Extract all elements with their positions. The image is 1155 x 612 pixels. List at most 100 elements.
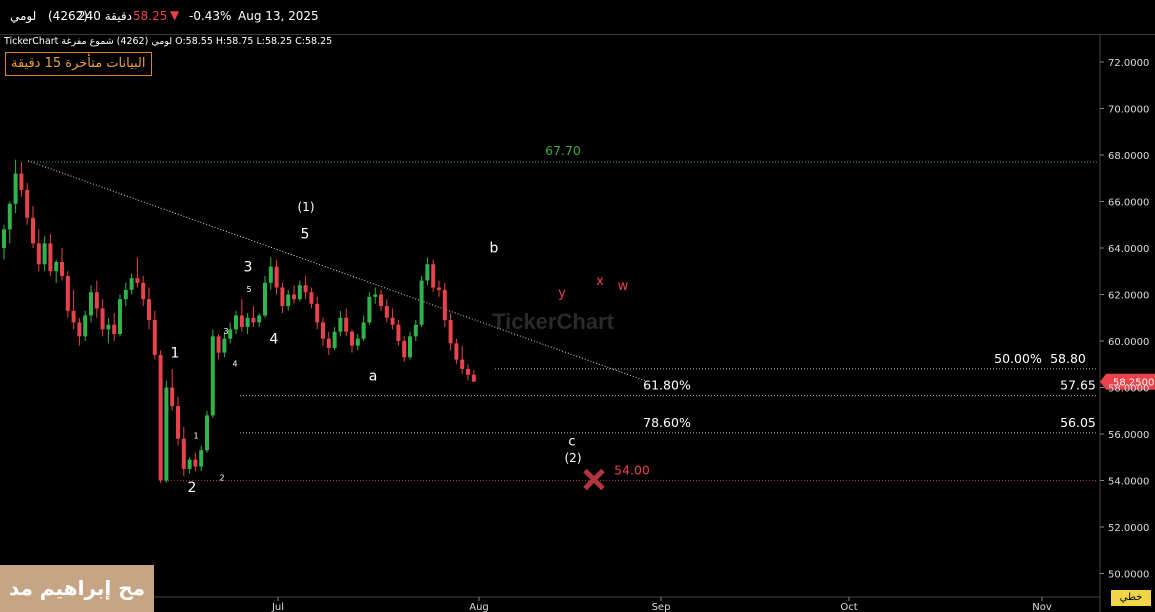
candle[interactable] [48, 234, 53, 276]
wave-label: 1 [193, 432, 198, 441]
candle[interactable] [83, 310, 88, 341]
candle-body [83, 315, 88, 337]
candle[interactable] [344, 308, 349, 337]
candle[interactable] [321, 317, 325, 346]
candle[interactable] [390, 308, 395, 330]
wave-label: 4 [232, 360, 237, 369]
candle[interactable] [205, 410, 209, 453]
candle[interactable] [54, 259, 59, 283]
candle[interactable] [402, 336, 407, 362]
candle-body [19, 173, 24, 190]
candle[interactable] [268, 257, 273, 290]
candle[interactable] [100, 299, 105, 337]
candle[interactable] [36, 229, 41, 272]
candle[interactable] [94, 280, 99, 318]
candle[interactable] [448, 313, 453, 351]
candle-body [25, 189, 30, 218]
candle-body [54, 261, 59, 272]
candle[interactable] [274, 259, 279, 295]
candle[interactable] [239, 299, 244, 332]
candle[interactable] [355, 334, 360, 351]
candle[interactable] [77, 317, 82, 346]
candle[interactable] [65, 271, 70, 318]
candle[interactable] [437, 280, 441, 297]
candle[interactable] [187, 457, 192, 474]
candle[interactable] [303, 275, 308, 300]
candle[interactable] [89, 285, 93, 323]
candle[interactable] [297, 280, 302, 302]
candle[interactable] [42, 236, 47, 272]
candle[interactable] [367, 292, 372, 325]
candle[interactable] [147, 287, 151, 330]
candle[interactable] [373, 287, 378, 304]
candle[interactable] [199, 445, 204, 472]
candle[interactable] [431, 259, 436, 293]
candle[interactable] [170, 368, 175, 411]
candle[interactable] [135, 257, 140, 288]
timeframe-label[interactable]: 240 دقيقة [78, 9, 132, 23]
candle[interactable] [361, 315, 366, 341]
candle[interactable] [60, 248, 64, 281]
candle[interactable] [257, 313, 262, 328]
candle[interactable] [466, 364, 470, 381]
candle[interactable] [71, 289, 76, 330]
y-tick-label: 68.0000 [1108, 151, 1149, 162]
candle[interactable] [164, 380, 169, 483]
candle[interactable] [193, 452, 198, 472]
candle[interactable] [210, 329, 215, 418]
candle-body [384, 306, 389, 318]
candle[interactable] [31, 206, 35, 248]
candle[interactable] [141, 275, 146, 307]
candle[interactable] [123, 282, 128, 307]
candle[interactable] [419, 275, 424, 328]
candle[interactable] [408, 331, 412, 360]
candle[interactable] [425, 257, 430, 286]
candle[interactable] [350, 329, 354, 353]
candle[interactable] [442, 282, 447, 328]
candle[interactable] [332, 327, 337, 351]
candle[interactable] [315, 296, 320, 330]
symbol-name[interactable]: لومي [10, 9, 37, 23]
candle[interactable] [129, 273, 134, 295]
candle[interactable] [460, 345, 465, 374]
candle[interactable] [413, 320, 418, 341]
symbol-code[interactable]: (4262) [48, 9, 88, 23]
candle[interactable] [25, 182, 30, 225]
wave-label: 5 [301, 227, 310, 243]
candle[interactable] [19, 161, 24, 197]
candle[interactable] [13, 159, 18, 214]
candle[interactable] [158, 350, 163, 483]
candle[interactable] [309, 287, 314, 309]
candle[interactable] [454, 338, 459, 365]
candle[interactable] [106, 317, 111, 344]
candle[interactable] [176, 396, 180, 446]
candle[interactable] [2, 224, 6, 260]
linear-scale-button[interactable]: خطي [1111, 590, 1151, 606]
candle[interactable] [7, 201, 12, 244]
candle[interactable] [234, 310, 238, 335]
candle[interactable] [471, 370, 476, 382]
price-chart[interactable]: TickerChart 67.70 50.00% 58.80 61.80% 57.65 7… [0, 35, 1155, 612]
candle[interactable] [384, 299, 389, 323]
candle[interactable] [326, 331, 331, 355]
candle-body [2, 229, 6, 248]
candle[interactable] [228, 322, 233, 344]
candle[interactable] [338, 310, 343, 337]
candle[interactable] [251, 306, 256, 328]
candle-body [158, 354, 163, 481]
candle[interactable] [112, 313, 117, 341]
candle[interactable] [245, 313, 250, 335]
candle[interactable] [396, 320, 401, 346]
candle[interactable] [152, 310, 157, 360]
candle[interactable] [263, 275, 267, 318]
candle[interactable] [181, 427, 186, 476]
candle-body [13, 173, 18, 204]
candle[interactable] [292, 285, 296, 304]
wave-label: 3 [223, 327, 228, 336]
candle[interactable] [286, 289, 291, 311]
candle[interactable] [216, 334, 221, 360]
candle[interactable] [280, 282, 285, 314]
candle[interactable] [379, 289, 383, 311]
candle[interactable] [222, 331, 227, 358]
candle[interactable] [118, 294, 122, 337]
